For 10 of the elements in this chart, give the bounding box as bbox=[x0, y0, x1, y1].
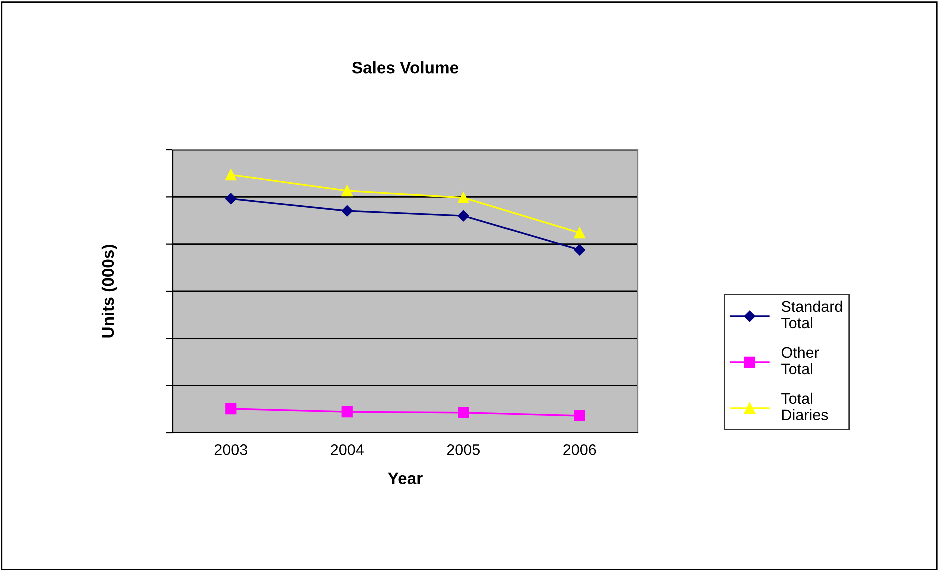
x-tick-label: 2004 bbox=[331, 444, 364, 456]
x-tick-label: 2003 bbox=[214, 444, 248, 456]
legend-label: Standard Total bbox=[782, 300, 842, 329]
legend-label: Total Diaries bbox=[782, 392, 828, 421]
x-tick-label: 2005 bbox=[447, 444, 480, 456]
x-tick-label: 2006 bbox=[564, 444, 596, 456]
y-axis-title: Units (000s) bbox=[102, 245, 118, 338]
legend-label: Other Total bbox=[782, 346, 820, 375]
x-axis-title: Year bbox=[388, 472, 423, 484]
chart-title: Sales Volume bbox=[352, 62, 459, 74]
